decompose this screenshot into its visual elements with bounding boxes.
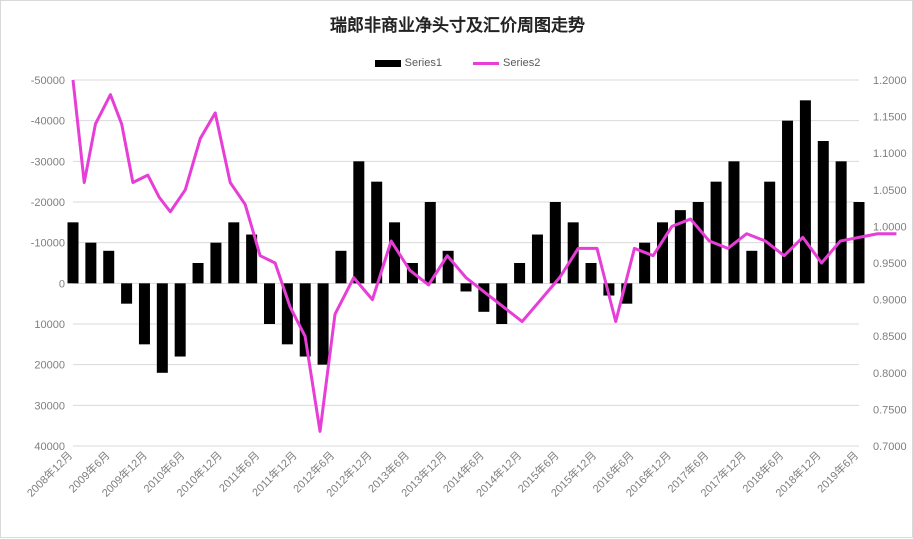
series1-bar bbox=[156, 283, 168, 373]
left-tick-label: 10000 bbox=[34, 319, 65, 331]
right-tick-label: 1.1000 bbox=[873, 148, 907, 160]
series1-bar bbox=[585, 263, 597, 284]
series1-bar bbox=[674, 210, 686, 284]
left-tick-label: 40000 bbox=[34, 441, 65, 453]
right-tick-label: 0.9000 bbox=[873, 295, 907, 307]
series1-bar bbox=[567, 222, 579, 284]
series1-bar bbox=[264, 283, 275, 324]
series1-bar bbox=[746, 250, 758, 284]
series1-bar bbox=[138, 283, 150, 345]
legend: Series1 Series2 bbox=[1, 57, 913, 69]
right-tick-label: 1.0000 bbox=[873, 221, 907, 233]
series1-bar bbox=[621, 283, 633, 304]
series1-bar bbox=[299, 283, 311, 357]
series1-bar bbox=[103, 250, 115, 284]
x-tick-label: 2008年12月 bbox=[24, 448, 75, 499]
legend-item-series1: Series1 bbox=[374, 57, 442, 70]
legend-label-series1: Series1 bbox=[404, 57, 442, 70]
series1-bar bbox=[67, 222, 79, 284]
right-tick-label: 1.2000 bbox=[873, 75, 907, 87]
series1-bar bbox=[192, 263, 204, 284]
series1-bar bbox=[531, 234, 543, 284]
legend-item-series2: Series2 bbox=[473, 57, 540, 69]
series1-bar bbox=[710, 181, 722, 284]
x-axis: 2008年12月2009年6月2009年12月2010年6月2010年12月20… bbox=[24, 448, 861, 499]
series1-bar bbox=[424, 202, 436, 284]
legend-swatch-series1 bbox=[374, 59, 401, 67]
right-tick-label: 1.0500 bbox=[873, 185, 907, 197]
series1-bar bbox=[335, 250, 347, 284]
left-tick-label: 30000 bbox=[34, 400, 65, 412]
series1-bar bbox=[478, 283, 490, 312]
left-tick-label: 20000 bbox=[34, 360, 65, 372]
series1-bar bbox=[389, 222, 401, 284]
left-axis: -50000 -40000 -30000 -20000 -10000 0 10000 2000… bbox=[31, 75, 65, 453]
series1-bar bbox=[496, 283, 508, 324]
series1-bar bbox=[639, 242, 651, 284]
series1-bar bbox=[228, 222, 240, 284]
right-axis: 0.7000 0.7500 0.8000 0.8500 0.9000 0.9500 1.00… bbox=[873, 75, 907, 453]
left-tick-label: -40000 bbox=[31, 116, 65, 128]
series2-line bbox=[71, 79, 897, 433]
left-tick-label: -30000 bbox=[31, 156, 65, 168]
series1-bars bbox=[67, 100, 865, 373]
series1-bar bbox=[853, 202, 865, 284]
legend-swatch-series2 bbox=[473, 61, 500, 65]
x-tick-label: 2019年6月 bbox=[814, 448, 861, 495]
series1-bar bbox=[835, 161, 847, 284]
series1-bar bbox=[692, 202, 704, 284]
right-tick-label: 0.7000 bbox=[873, 441, 907, 453]
series1-bar bbox=[514, 263, 526, 284]
series1-bar bbox=[371, 181, 383, 284]
right-tick-label: 0.8500 bbox=[873, 331, 907, 343]
series1-bar bbox=[799, 100, 811, 284]
left-tick-label: -50000 bbox=[31, 75, 65, 87]
series1-bar bbox=[246, 234, 258, 284]
right-tick-label: 1.1500 bbox=[873, 112, 907, 124]
series1-bar bbox=[549, 202, 561, 284]
series1-bar bbox=[121, 283, 133, 304]
gridlines bbox=[73, 79, 859, 447]
series1-bar bbox=[817, 141, 829, 284]
series1-bar bbox=[317, 283, 329, 365]
right-tick-label: 0.7500 bbox=[873, 404, 907, 416]
chart-title: 瑞郎非商业净头寸及汇价周图走势 bbox=[330, 16, 585, 36]
legend-label-series2: Series2 bbox=[503, 57, 541, 70]
series1-bar bbox=[353, 161, 365, 284]
right-tick-label: 0.9500 bbox=[873, 258, 907, 270]
series1-bar bbox=[728, 161, 740, 284]
series1-bar bbox=[174, 283, 186, 357]
series2-line-path bbox=[71, 79, 897, 433]
series1-bar bbox=[281, 283, 293, 345]
left-tick-label: -20000 bbox=[31, 197, 65, 209]
series1-bar bbox=[210, 242, 222, 284]
left-tick-label: 0 bbox=[59, 278, 65, 290]
series1-bar bbox=[782, 120, 794, 284]
series1-bar bbox=[442, 250, 454, 284]
right-tick-label: 0.8000 bbox=[873, 368, 907, 380]
series1-bar bbox=[460, 283, 472, 292]
series1-bar bbox=[657, 222, 668, 284]
series1-bar bbox=[764, 181, 776, 284]
series1-bar bbox=[85, 242, 97, 284]
left-tick-label: -10000 bbox=[31, 238, 65, 250]
